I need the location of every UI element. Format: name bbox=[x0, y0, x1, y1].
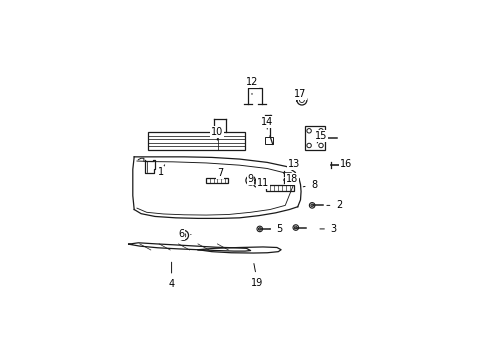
Text: 14: 14 bbox=[261, 117, 273, 129]
Bar bbox=[206, 177, 228, 183]
Text: 8: 8 bbox=[303, 180, 317, 190]
Circle shape bbox=[309, 203, 314, 208]
Text: 19: 19 bbox=[251, 264, 263, 288]
Text: 13: 13 bbox=[287, 159, 299, 169]
Bar bbox=[264, 138, 272, 144]
Text: 2: 2 bbox=[326, 201, 342, 210]
Bar bbox=[148, 132, 244, 150]
Text: 10: 10 bbox=[211, 127, 223, 140]
Bar bbox=[265, 185, 293, 191]
Text: 16: 16 bbox=[340, 159, 352, 169]
Text: 3: 3 bbox=[319, 224, 336, 234]
Text: 4: 4 bbox=[168, 262, 174, 289]
Text: 9: 9 bbox=[247, 174, 253, 184]
Text: 5: 5 bbox=[269, 224, 282, 234]
Text: 7: 7 bbox=[217, 168, 223, 179]
Text: 6: 6 bbox=[178, 229, 191, 239]
Circle shape bbox=[257, 226, 262, 232]
Text: 1: 1 bbox=[157, 165, 164, 177]
Text: 12: 12 bbox=[245, 77, 258, 94]
Bar bbox=[304, 126, 325, 150]
Text: 15: 15 bbox=[314, 131, 327, 143]
Circle shape bbox=[292, 225, 298, 230]
Text: 18: 18 bbox=[285, 174, 298, 184]
Text: 17: 17 bbox=[294, 90, 306, 102]
Text: 11: 11 bbox=[256, 178, 269, 188]
